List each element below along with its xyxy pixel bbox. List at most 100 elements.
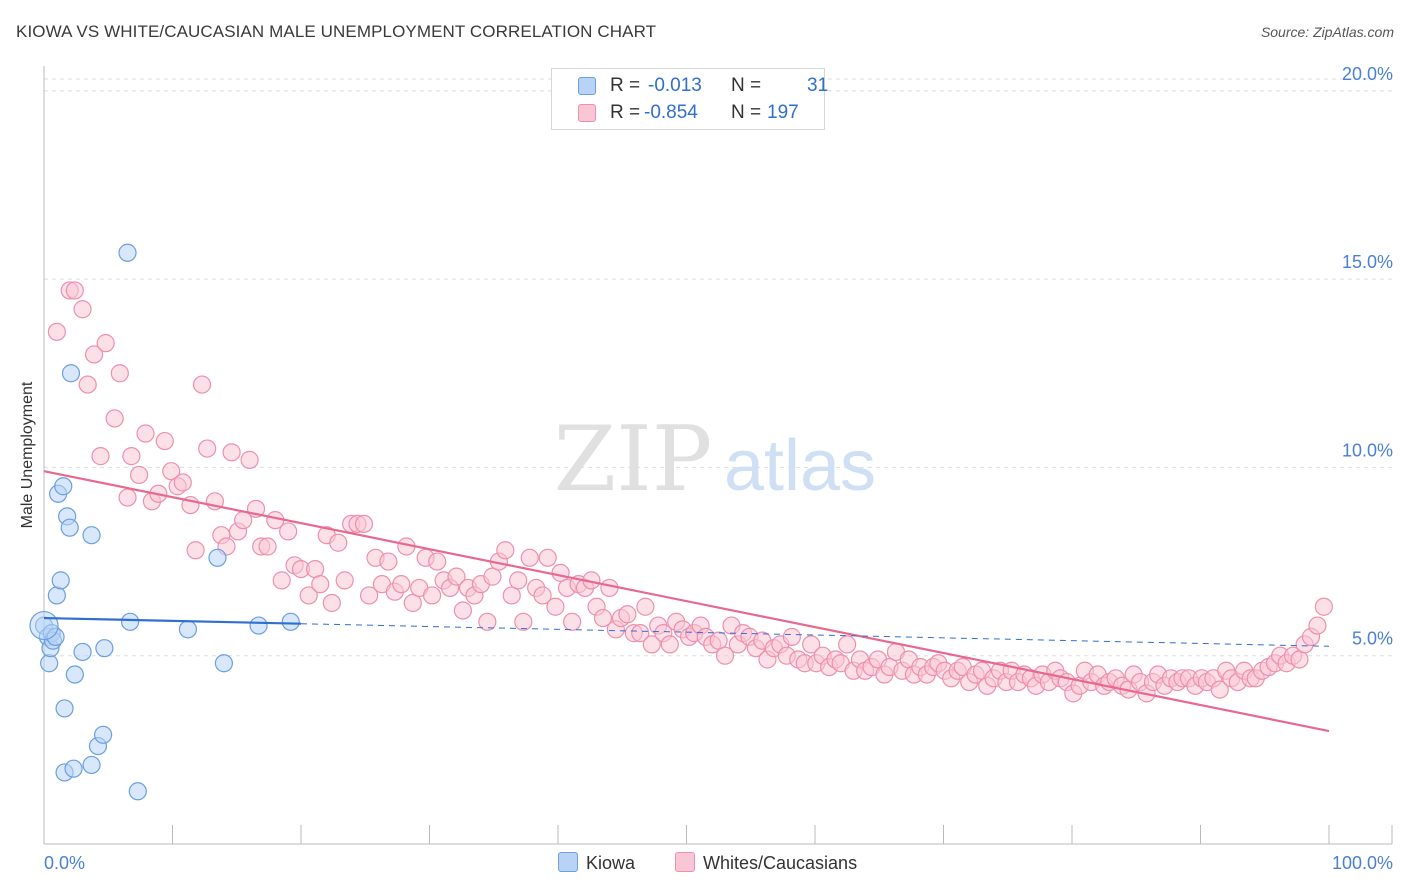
source-label: Source: ZipAtlas.com <box>1260 24 1394 40</box>
white-point <box>91 447 110 466</box>
y-tick-label: 15.0% <box>1342 252 1393 272</box>
white-point <box>73 300 92 319</box>
white-point <box>709 631 728 650</box>
white-point <box>47 322 66 341</box>
white-point <box>162 462 181 481</box>
white-point <box>496 541 515 560</box>
white-point <box>631 624 650 643</box>
white-point <box>155 431 174 451</box>
bottom-legend-swatch-whites <box>675 852 695 872</box>
white-point <box>198 439 217 458</box>
white-point <box>85 345 104 364</box>
white-point <box>258 537 277 556</box>
white-point <box>110 364 129 383</box>
y-tick-label: 20.0% <box>1342 64 1393 84</box>
white-point <box>299 586 318 605</box>
bottom-legend-kiowa: Kiowa <box>558 852 635 874</box>
x-tick-label-start: 0.0% <box>44 853 85 873</box>
kiowa-point <box>249 616 268 635</box>
kiowa-point <box>65 665 84 684</box>
white-point <box>272 571 291 590</box>
white-point <box>563 612 582 631</box>
watermark-atlas: atlas <box>724 426 876 506</box>
white-point <box>802 635 821 654</box>
kiowa-point <box>94 725 113 744</box>
white-point <box>279 522 298 541</box>
white-point <box>533 586 552 605</box>
white-point <box>514 612 533 631</box>
bottom-legend-label-kiowa: Kiowa <box>586 853 636 873</box>
x-tick-label-end: 100.0% <box>1332 853 1393 873</box>
white-point <box>129 465 149 485</box>
kiowa-point <box>208 548 227 567</box>
white-point <box>546 597 565 616</box>
white-point <box>78 375 97 394</box>
kiowa-point <box>51 571 70 590</box>
legend-swatch-kiowa <box>578 77 596 95</box>
white-point <box>1308 616 1327 635</box>
white-point <box>453 601 473 620</box>
white-point <box>636 597 655 616</box>
white-point <box>478 612 497 631</box>
white-point <box>538 548 557 567</box>
bottom-legend-whites: Whites/Caucasians <box>675 852 857 874</box>
y-tick-label: 10.0% <box>1342 440 1393 460</box>
white-point <box>483 567 502 586</box>
white-point <box>392 575 411 594</box>
white-point <box>311 575 330 594</box>
white-point <box>306 559 325 579</box>
kiowa-point <box>281 612 300 631</box>
axes-layer <box>43 66 1393 845</box>
legend-r-label: R = <box>610 75 641 96</box>
kiowa-point <box>61 364 81 383</box>
white-point <box>335 571 354 590</box>
legend-box: R = -0.013 N = 31 R = -0.854 N = 197 <box>551 68 829 130</box>
white-point <box>1314 597 1333 616</box>
white-point <box>447 567 466 586</box>
white-point <box>660 635 679 654</box>
tick-labels: 5.0% 10.0% 15.0% 20.0% 0.0% 100.0% <box>44 64 1393 873</box>
legend-n-label: N = <box>731 102 762 123</box>
white-point <box>782 627 801 646</box>
white-point <box>360 586 379 605</box>
watermark: ZIP atlas <box>554 407 876 512</box>
series-whites-caucasians <box>47 281 1333 703</box>
white-point <box>403 593 422 613</box>
legend-r-value: -0.854 <box>644 102 698 123</box>
white-point <box>118 488 137 507</box>
white-point <box>322 593 341 613</box>
white-point <box>105 409 124 428</box>
white-point <box>222 443 241 462</box>
y-tick-label: 5.0% <box>1352 629 1393 649</box>
white-point <box>422 586 442 605</box>
white-point <box>65 281 84 300</box>
kiowa-point <box>54 477 73 496</box>
white-point <box>838 635 857 654</box>
kiowa-point-large <box>29 610 59 641</box>
kiowa-point <box>118 243 137 262</box>
kiowa-point <box>120 612 140 631</box>
watermark-zip: ZIP <box>554 407 713 512</box>
white-point <box>192 375 212 394</box>
white-point <box>551 563 570 582</box>
white-point <box>509 571 528 590</box>
series-kiowa <box>29 243 300 801</box>
kiowa-point <box>55 699 74 718</box>
kiowa-point <box>82 755 101 775</box>
legend-n-value: 31 <box>807 75 829 96</box>
bottom-legend-label-whites: Whites/Caucasians <box>703 853 858 873</box>
white-point <box>715 646 735 665</box>
legend-swatch-whites <box>578 104 596 122</box>
white-point <box>240 450 259 469</box>
chart-title: KIOWA VS WHITE/CAUCASIAN MALE UNEMPLOYME… <box>16 22 657 41</box>
white-point <box>1290 650 1309 669</box>
trend-lines <box>43 470 1330 733</box>
legend-n-label: N = <box>731 75 762 96</box>
white-point <box>96 334 115 353</box>
white-point <box>136 424 155 443</box>
white-point <box>428 552 447 571</box>
bottom-legend-swatch-kiowa <box>558 852 578 872</box>
white-point <box>379 552 398 571</box>
white-point <box>618 605 637 624</box>
